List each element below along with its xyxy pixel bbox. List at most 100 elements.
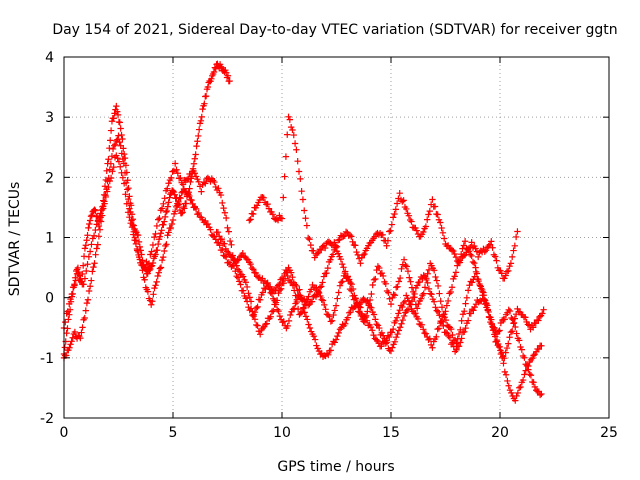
data-point [447,288,454,296]
data-point [395,310,402,317]
data-point [66,300,73,308]
data-point [160,221,167,229]
data-point [503,268,511,275]
data-point [538,342,545,349]
data-point [294,287,301,294]
data-point [403,307,410,314]
data-point [121,169,129,177]
data-point [132,237,140,244]
data-point [430,267,438,274]
data-point [219,199,226,207]
data-point [350,296,358,303]
data-point [463,294,471,302]
data-point [503,344,511,352]
data-point [195,126,203,133]
data-point [323,269,330,277]
data-point [398,265,405,273]
data-point [68,338,75,345]
data-point [147,251,154,258]
data-point [331,339,338,346]
data-point [357,304,364,311]
data-point [391,338,399,345]
data-point [342,320,349,327]
data-point [444,297,452,305]
data-point [423,216,431,223]
data-point [94,217,102,224]
data-point [451,250,458,258]
data-point [106,166,113,173]
data-point [440,235,448,242]
data-point [82,307,89,314]
series-trace-f [60,132,198,362]
data-point [488,238,495,245]
data-point [182,200,190,207]
data-point [353,300,360,307]
data-point [287,311,294,319]
data-point [522,314,529,321]
data-point [179,209,186,216]
data-point [195,209,202,217]
data-point [525,362,532,370]
data-point [96,226,104,233]
data-point [243,255,250,263]
data-point [425,285,433,293]
data-point [477,283,485,290]
data-point [363,317,371,324]
data-point [62,318,69,326]
data-point [454,262,461,269]
data-point [250,210,257,218]
data-point [279,318,286,326]
data-point [92,251,99,258]
data-point [144,261,151,268]
data-point [404,306,412,313]
data-point [158,227,165,234]
data-point [348,287,355,294]
data-point [253,321,260,329]
data-point [422,223,430,230]
data-point [181,205,188,212]
data-point [437,219,444,226]
data-point [134,248,142,256]
data-point [122,179,130,187]
data-point [287,269,295,276]
data-point [480,289,487,296]
data-point [295,168,303,175]
data-point [327,318,335,325]
data-point [535,317,542,324]
data-point [496,327,503,334]
data-point [162,242,169,250]
data-point [502,272,509,279]
data-point [431,203,439,210]
data-point [168,220,176,228]
data-point [449,339,456,346]
data-point [403,263,410,270]
data-point [103,186,110,193]
data-point [107,127,115,134]
data-point [174,202,181,209]
data-point [103,167,110,175]
data-point [326,313,333,320]
data-point [156,233,164,240]
data-point [78,329,85,336]
data-point [372,316,379,323]
data-point [394,283,401,290]
data-point [485,242,492,250]
data-point [175,198,182,206]
data-point [197,117,205,124]
data-point [154,246,161,254]
data-point [332,302,340,309]
data-point [420,326,427,333]
data-point [152,282,159,289]
data-point [325,351,332,358]
data-point [318,246,325,254]
data-point [475,276,482,283]
data-point [437,297,444,305]
data-point [178,209,185,217]
data-point [222,214,230,222]
data-point [299,196,307,203]
data-point [332,244,339,251]
data-point [301,309,308,316]
data-point [393,333,400,341]
data-point [451,273,458,280]
data-point [246,217,253,224]
